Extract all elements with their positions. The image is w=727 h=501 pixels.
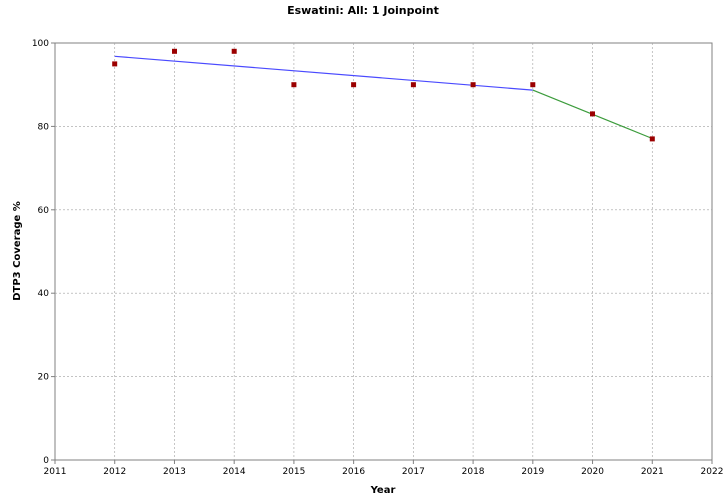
observed-points — [112, 48, 655, 142]
x-tick-label: 2011 — [44, 467, 67, 477]
observed-point — [530, 82, 536, 88]
observed-point — [410, 82, 416, 88]
x-tick-label: 2013 — [163, 467, 186, 477]
y-axis-label: DTP3 Coverage % — [12, 201, 23, 301]
x-tick-label: 2016 — [342, 467, 365, 477]
x-tick-label: 2018 — [462, 467, 485, 477]
x-tick-label: 2020 — [581, 467, 604, 477]
observed-point — [172, 48, 177, 54]
plot-area — [54, 42, 713, 461]
y-tick-label: 20 — [38, 373, 50, 383]
observed-point — [291, 82, 297, 88]
joinpoint-segment-1 — [114, 55, 533, 91]
observed-point — [351, 82, 357, 88]
observed-point — [112, 61, 118, 67]
y-tick-label: 0 — [43, 456, 49, 466]
axis-ticks: 2011 2012 2013 2014 2015 2016 2017 2018 2019 2020… — [32, 39, 724, 477]
observed-point — [470, 82, 476, 88]
x-tick-label: 2022 — [701, 467, 724, 477]
x-tick-label: 2014 — [223, 467, 246, 477]
chart-title: Eswatini: All: 1 Joinpoint — [287, 4, 439, 17]
observed-point — [590, 111, 595, 117]
x-axis-label: Year — [370, 485, 396, 496]
x-tick-label: 2021 — [641, 467, 664, 477]
y-tick-label: 80 — [38, 122, 50, 132]
x-tick-label: 2015 — [282, 467, 305, 477]
x-tick-label: 2012 — [103, 467, 126, 477]
observed-point — [231, 48, 237, 54]
observed-point — [649, 136, 655, 142]
x-tick-label: 2017 — [402, 467, 425, 477]
y-tick-label: 100 — [32, 39, 49, 49]
y-tick-label: 60 — [38, 206, 50, 216]
y-tick-label: 40 — [38, 289, 50, 299]
x-tick-label: 2019 — [521, 467, 544, 477]
